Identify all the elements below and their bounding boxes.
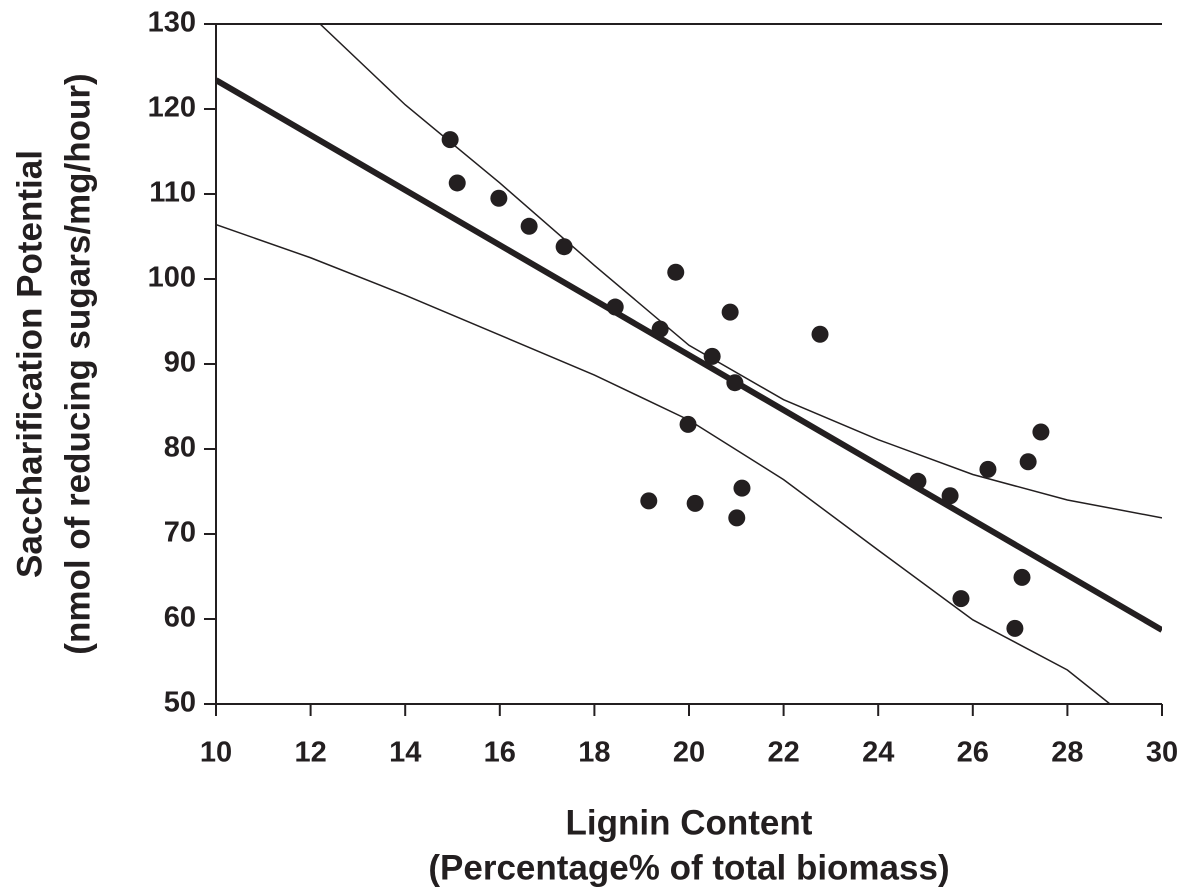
x-tick-label: 10 [200,737,232,769]
data-point [1006,619,1024,637]
data-point [941,487,959,505]
y-tick-label: 100 [148,262,196,294]
data-point [1019,453,1037,471]
data-point [952,590,970,608]
data-point [703,347,721,365]
data-point [686,494,704,512]
y-tick-label: 80 [164,432,196,464]
x-tick-label: 16 [484,737,516,769]
y-tick-label: 110 [149,177,196,209]
y-tick-label: 60 [164,602,196,634]
line [216,223,1111,704]
y-tick-label: 90 [164,347,196,379]
y-tick-label: 70 [164,517,196,549]
data-point [606,298,624,316]
plot-area [216,24,1162,704]
data-point [979,460,997,478]
x-tick-label: 28 [1051,737,1083,769]
y-tick-label: 120 [148,92,196,124]
data-point [520,217,538,235]
x-tick-label: 24 [862,737,894,769]
x-tick-label: 14 [389,737,421,769]
data-point [651,320,669,338]
x-tick-label: 18 [578,737,610,769]
x-tick-label: 22 [767,737,799,769]
data-point [640,492,658,510]
x-axis-label: Lignin Content [566,803,813,842]
data-point [811,325,829,343]
data-point [1013,568,1031,586]
data-point [679,415,697,433]
line [216,77,1162,633]
x-axis-label: (Percentage% of total biomass) [428,848,949,887]
data-point [1032,423,1050,441]
data-point [490,189,508,207]
x-tick-label: 26 [957,737,989,769]
y-tick-label: 50 [164,687,196,719]
y-tick-label: 130 [148,7,196,39]
data-point [733,479,751,497]
data-point [728,509,746,527]
data-point [726,374,744,392]
line [319,24,1162,519]
data-point [448,174,466,192]
y-axis-label: Saccharification Potential [10,150,49,578]
data-point [721,303,739,321]
x-tick-label: 30 [1146,737,1178,769]
data-point [555,238,573,256]
data-point [909,472,927,490]
y-axis-label: (nmol of reducing sugars/mg/hour) [58,73,97,654]
x-tick-label: 12 [294,737,326,769]
data-point [667,263,685,281]
x-tick-label: 20 [673,737,705,769]
data-point [441,131,459,149]
